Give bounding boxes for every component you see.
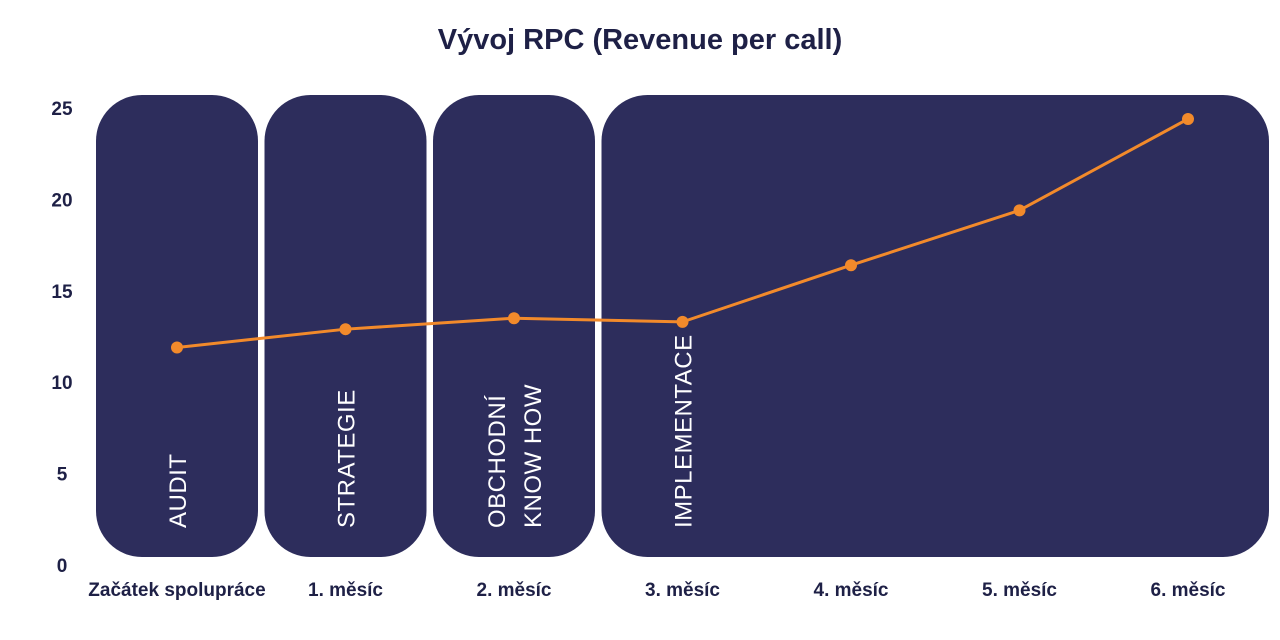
x-tick-label: 5. měsíc [982, 580, 1057, 601]
data-point [508, 312, 520, 325]
data-point [1182, 112, 1194, 125]
data-point [339, 323, 352, 336]
x-tick-label: 4. měsíc [814, 580, 889, 601]
x-tick-label: 1. měsíc [308, 580, 383, 601]
phase-blocks [96, 95, 1269, 557]
phase-block-3 [601, 95, 1269, 557]
y-tick-label: 15 [51, 282, 73, 303]
phase-labels: AUDIT STRATEGIE OBCHODNÍ KNOW HOW IMPLEMENTA… [165, 334, 698, 528]
phase-block-0 [96, 95, 258, 557]
y-tick-label: 0 [57, 556, 68, 577]
x-tick-label: Začátek spolupráce [88, 580, 265, 601]
x-tick-label: 6. měsíc [1151, 580, 1226, 601]
x-tick-label: 3. měsíc [645, 580, 720, 601]
y-tick-label: 10 [51, 373, 72, 394]
data-point [1013, 204, 1026, 217]
phase-label-2-0: OBCHODNÍ [484, 395, 511, 528]
data-point [676, 315, 689, 328]
phase-block-2 [433, 95, 595, 557]
phase-label-1-0: STRATEGIE [334, 389, 361, 528]
y-tick-label: 20 [51, 190, 72, 211]
series-rpc [171, 112, 1194, 354]
x-tick-label: 2. měsíc [477, 580, 552, 601]
phase-label-0-0: AUDIT [165, 454, 192, 529]
phase-label-2-1: KNOW HOW [520, 384, 547, 528]
x-axis-ticks: Začátek spolupráce 1. měsíc 2. měsíc 3. měs… [88, 580, 1226, 601]
y-axis-ticks: 0 5 10 15 20 25 [51, 99, 73, 577]
chart-title: Vývoj RPC (Revenue per call) [437, 24, 843, 56]
phase-label-3-0: IMPLEMENTACE [671, 334, 698, 528]
data-point [845, 259, 857, 272]
data-point [171, 341, 183, 354]
y-tick-label: 5 [57, 465, 68, 486]
y-tick-label: 25 [51, 99, 73, 120]
